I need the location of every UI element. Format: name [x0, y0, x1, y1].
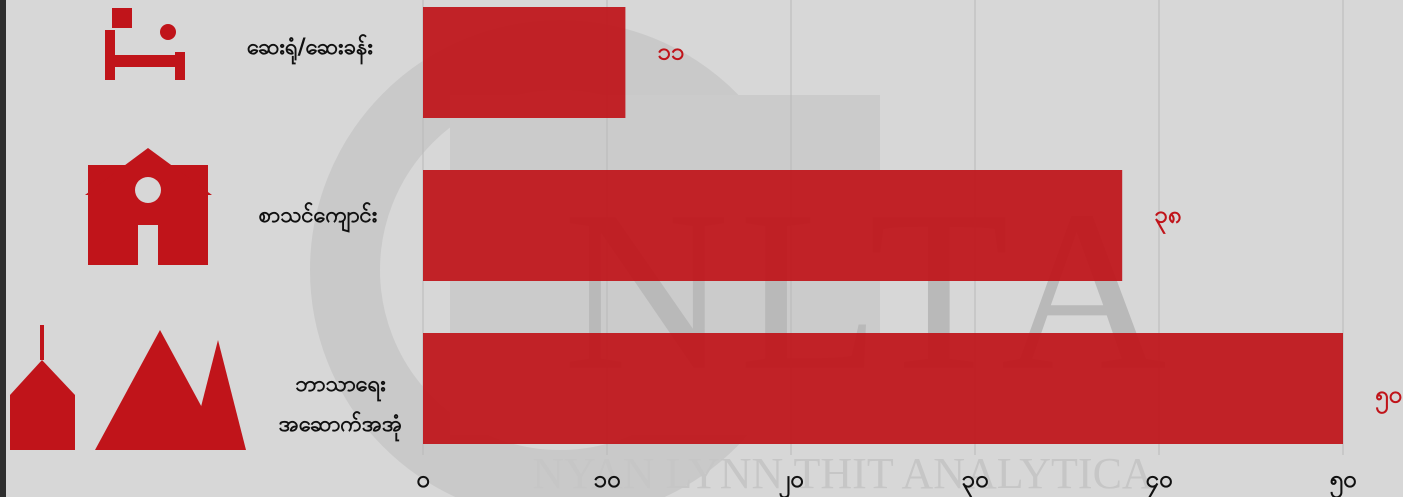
x-tick-label: ၃၀ — [962, 465, 989, 497]
x-tick-label: ၀ — [416, 465, 430, 493]
bed-icon — [105, 55, 185, 67]
icons — [10, 8, 246, 450]
bed-icon — [175, 52, 185, 80]
x-tick-label: ၁၀ — [594, 465, 621, 493]
x-tick-label: ၄၀ — [1146, 465, 1173, 497]
bar — [423, 333, 1343, 444]
bar — [423, 7, 626, 118]
temple-icon — [190, 340, 246, 450]
x-tick-label: ၅၀ — [1330, 465, 1357, 497]
category-label: ဘာသာရေး အဆောက်အအုံ — [278, 372, 403, 437]
value-label: ၁၁ — [657, 38, 684, 66]
church-icon — [40, 325, 44, 360]
bed-icon — [160, 24, 176, 40]
x-tick-label: ၂၀ — [778, 465, 803, 497]
cross-icon — [112, 8, 132, 28]
church-icon — [10, 360, 75, 450]
bed-icon — [105, 30, 115, 80]
watermark-caption: NYAN LYNN THIT ANALYTICA — [532, 449, 1154, 497]
value-label: ၅၀ — [1375, 381, 1402, 415]
edge-strip — [0, 0, 6, 497]
pagoda-icon — [95, 330, 225, 450]
school-icon — [85, 148, 212, 195]
category-label: ဆေးရုံ/ဆေးခန်း — [247, 35, 373, 60]
bar — [423, 170, 1123, 281]
school-icon — [138, 225, 158, 265]
school-icon — [135, 177, 161, 203]
category-label: စာသင်ကျောင်း — [258, 203, 378, 228]
